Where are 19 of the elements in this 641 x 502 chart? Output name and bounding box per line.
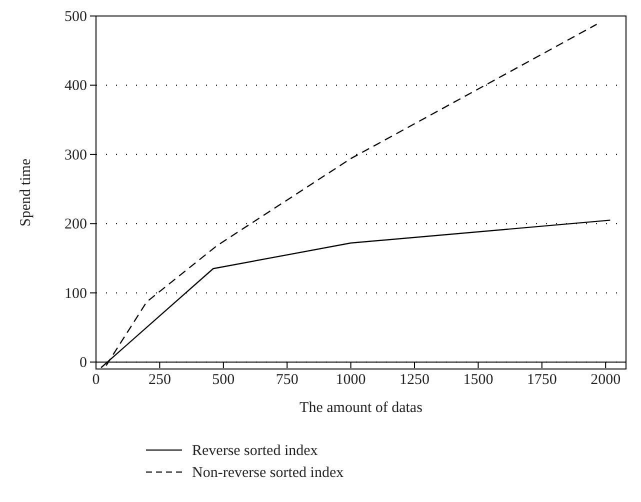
x-tick-label: 1250 xyxy=(400,372,430,388)
legend-label: Non-reverse sorted index xyxy=(192,465,344,482)
x-tick-label: 250 xyxy=(148,372,171,388)
x-tick-label: 2000 xyxy=(590,372,621,388)
x-tick-label: 750 xyxy=(276,372,298,388)
x-tick-label: 1500 xyxy=(463,372,494,388)
y-tick-label: 400 xyxy=(64,78,87,94)
y-tick-label: 300 xyxy=(64,147,87,164)
y-tick-label: 500 xyxy=(64,9,87,25)
y-tick-label: 0 xyxy=(80,355,87,372)
x-tick-label: 1750 xyxy=(526,372,557,388)
x-tick-label: 500 xyxy=(212,372,235,388)
y-axis-title: Spend time xyxy=(18,158,34,226)
legend-label: Reverse sorted index xyxy=(192,443,318,460)
x-tick-label: 1000 xyxy=(336,372,366,388)
x-axis-title: The amount of datas xyxy=(300,400,423,416)
y-tick-label: 100 xyxy=(64,286,87,302)
y-tick-label: 200 xyxy=(64,216,87,233)
x-tick-label: 0 xyxy=(92,372,100,388)
